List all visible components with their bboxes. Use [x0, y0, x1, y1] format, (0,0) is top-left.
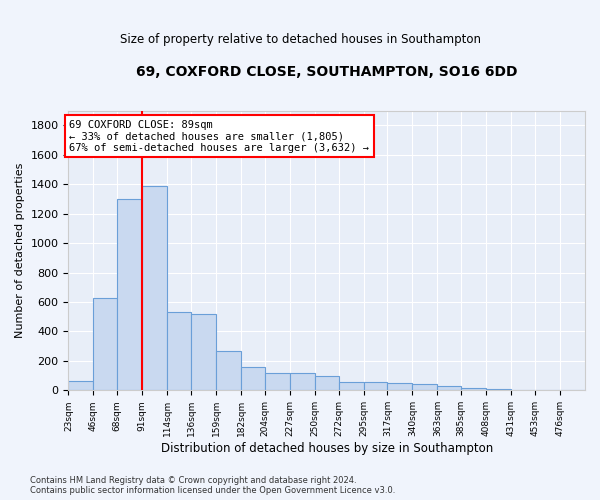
Bar [191, 314, 216, 390]
Bar [167, 312, 191, 390]
Y-axis label: Number of detached properties: Number of detached properties [15, 163, 25, 338]
Bar [338, 382, 364, 390]
Bar [486, 389, 511, 390]
Bar [117, 199, 142, 390]
Text: 69 COXFORD CLOSE: 89sqm
← 33% of detached houses are smaller (1,805)
67% of semi: 69 COXFORD CLOSE: 89sqm ← 33% of detache… [70, 120, 370, 153]
Bar [437, 386, 461, 390]
Bar [412, 384, 437, 390]
X-axis label: Distribution of detached houses by size in Southampton: Distribution of detached houses by size … [161, 442, 493, 455]
Bar [388, 383, 412, 390]
Bar [94, 298, 117, 390]
Bar [290, 372, 315, 390]
Bar [142, 186, 167, 390]
Bar [68, 381, 94, 390]
Bar [315, 376, 338, 390]
Bar [216, 350, 241, 391]
Text: Contains HM Land Registry data © Crown copyright and database right 2024.
Contai: Contains HM Land Registry data © Crown c… [30, 476, 395, 495]
Title: 69, COXFORD CLOSE, SOUTHAMPTON, SO16 6DD: 69, COXFORD CLOSE, SOUTHAMPTON, SO16 6DD [136, 65, 517, 79]
Bar [265, 372, 290, 390]
Bar [461, 388, 486, 390]
Bar [241, 367, 265, 390]
Bar [364, 382, 388, 390]
Text: Size of property relative to detached houses in Southampton: Size of property relative to detached ho… [119, 32, 481, 46]
